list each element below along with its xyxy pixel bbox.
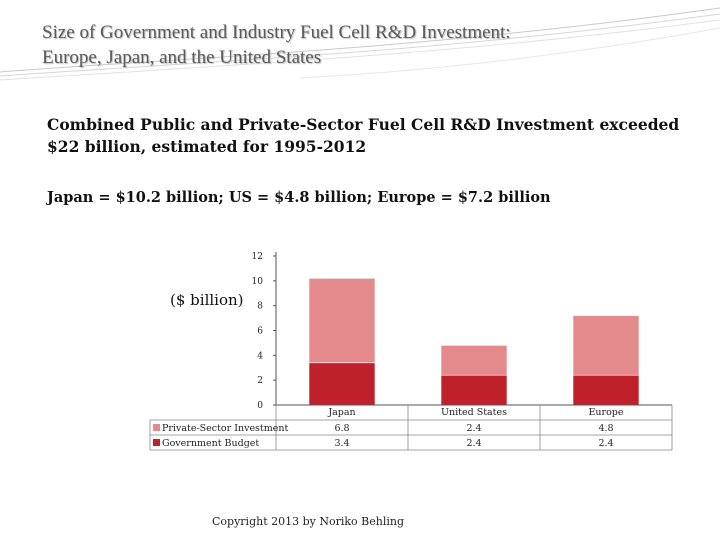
data-value-label: 4.8 (598, 423, 613, 434)
slide-title-line1: Size of Government and Industry Fuel Cel… (42, 22, 511, 43)
bar-private-sector-investment (572, 315, 640, 376)
y-tick-label: 2 (257, 376, 263, 386)
data-value-label: 6.8 (334, 423, 349, 434)
y-tick-label: 10 (252, 277, 264, 287)
y-tick-label: 12 (252, 252, 263, 262)
subtitle-line1: Combined Public and Private-Sector Fuel … (47, 115, 680, 134)
title-swoosh-decoration (0, 7, 720, 81)
slide-title: Size of Government and Industry Fuel Cel… (42, 20, 682, 70)
y-tick-label: 4 (257, 351, 263, 361)
legend-swatch (153, 439, 160, 446)
y-axis-unit-label: ($ billion) (170, 291, 244, 309)
category-label: United States (441, 407, 507, 418)
bar-private-sector-investment (440, 345, 508, 376)
bar-private-sector-investment (308, 278, 376, 364)
legend-label: Government Budget (162, 438, 259, 449)
slide-subtitle: Combined Public and Private-Sector Fuel … (47, 114, 697, 158)
data-value-label: 2.4 (466, 438, 481, 449)
y-tick-label: 6 (257, 327, 263, 337)
subtitle-line2: $22 billion, estimated for 1995-2012 (47, 137, 367, 156)
legend-label: Private-Sector Investment (162, 423, 289, 434)
bar-government-budget (572, 374, 640, 406)
y-tick-label: 8 (257, 302, 263, 312)
legend-swatch (153, 424, 160, 431)
bar-government-budget (440, 374, 508, 406)
investment-breakdown: Japan = $10.2 billion; US = $4.8 billion… (47, 189, 551, 206)
bar-government-budget (308, 362, 376, 406)
copyright-notice: Copyright 2013 by Noriko Behling (212, 515, 405, 528)
data-value-label: 2.4 (466, 423, 481, 434)
data-value-label: 2.4 (598, 438, 613, 449)
slide-title-line2: Europe, Japan, and the United States (42, 47, 322, 68)
y-tick-label: 0 (257, 401, 263, 411)
data-value-label: 3.4 (334, 438, 349, 449)
category-label: Japan (327, 407, 355, 418)
category-label: Europe (588, 407, 623, 418)
